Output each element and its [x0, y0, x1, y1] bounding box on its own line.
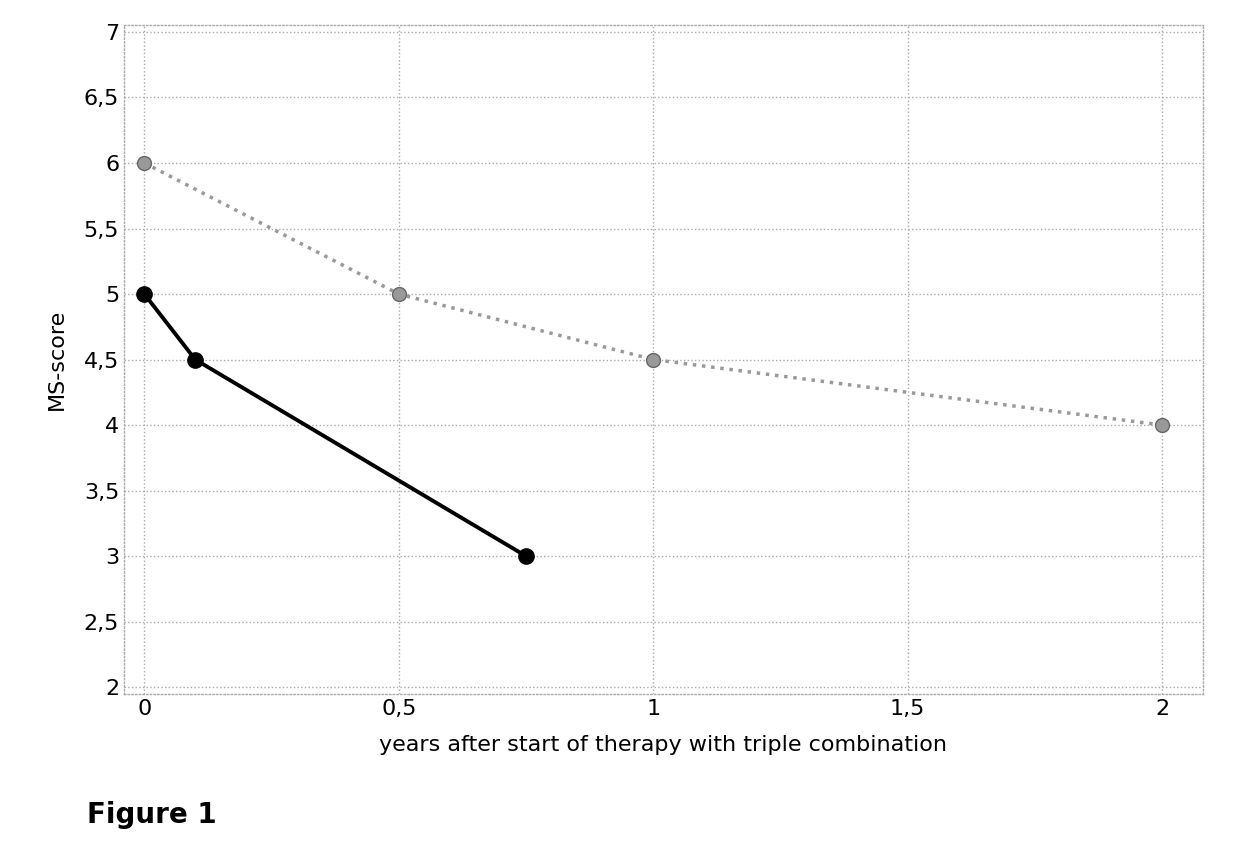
Y-axis label: MS-score: MS-score — [47, 309, 67, 410]
Text: Figure 1: Figure 1 — [87, 801, 217, 829]
X-axis label: years after start of therapy with triple combination: years after start of therapy with triple… — [379, 735, 947, 755]
